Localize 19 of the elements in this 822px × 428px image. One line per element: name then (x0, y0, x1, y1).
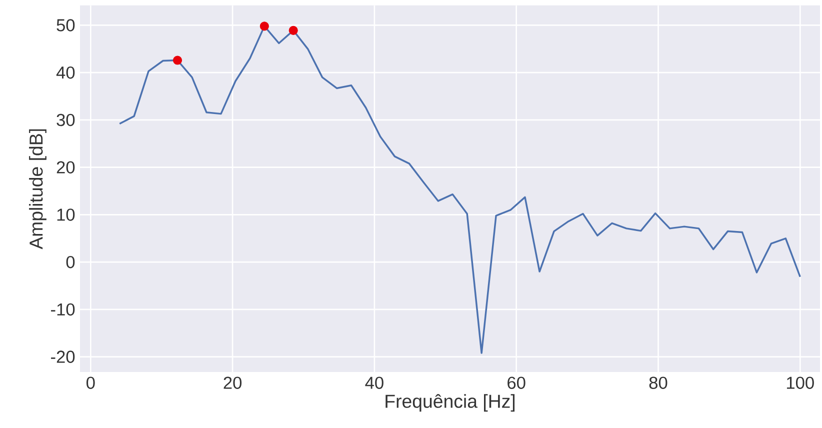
x-tick-label: 0 (86, 376, 95, 389)
y-tick-label: 10 (57, 208, 75, 221)
y-tick-label: -10 (51, 303, 75, 316)
y-tick-label: 0 (66, 256, 75, 268)
x-tick-label: 100 (786, 376, 814, 389)
x-tick-label: 60 (508, 376, 526, 389)
point (260, 22, 269, 31)
y-axis-title: Amplitude [dB] (29, 129, 46, 250)
y-tick-label: 30 (56, 114, 75, 126)
x-tick-label: 80 (649, 376, 668, 389)
x-tick-label: 40 (365, 376, 384, 389)
point (288, 26, 298, 35)
x-axis-title: Frequência [Hz] (386, 394, 515, 412)
x-tick-label: 20 (224, 376, 242, 389)
y-tick-label: 40 (56, 66, 75, 79)
point (172, 56, 182, 65)
y-tick-label: 20 (56, 161, 75, 174)
y-tick-label: 50 (56, 19, 75, 32)
y-tick-label: -20 (51, 350, 75, 363)
